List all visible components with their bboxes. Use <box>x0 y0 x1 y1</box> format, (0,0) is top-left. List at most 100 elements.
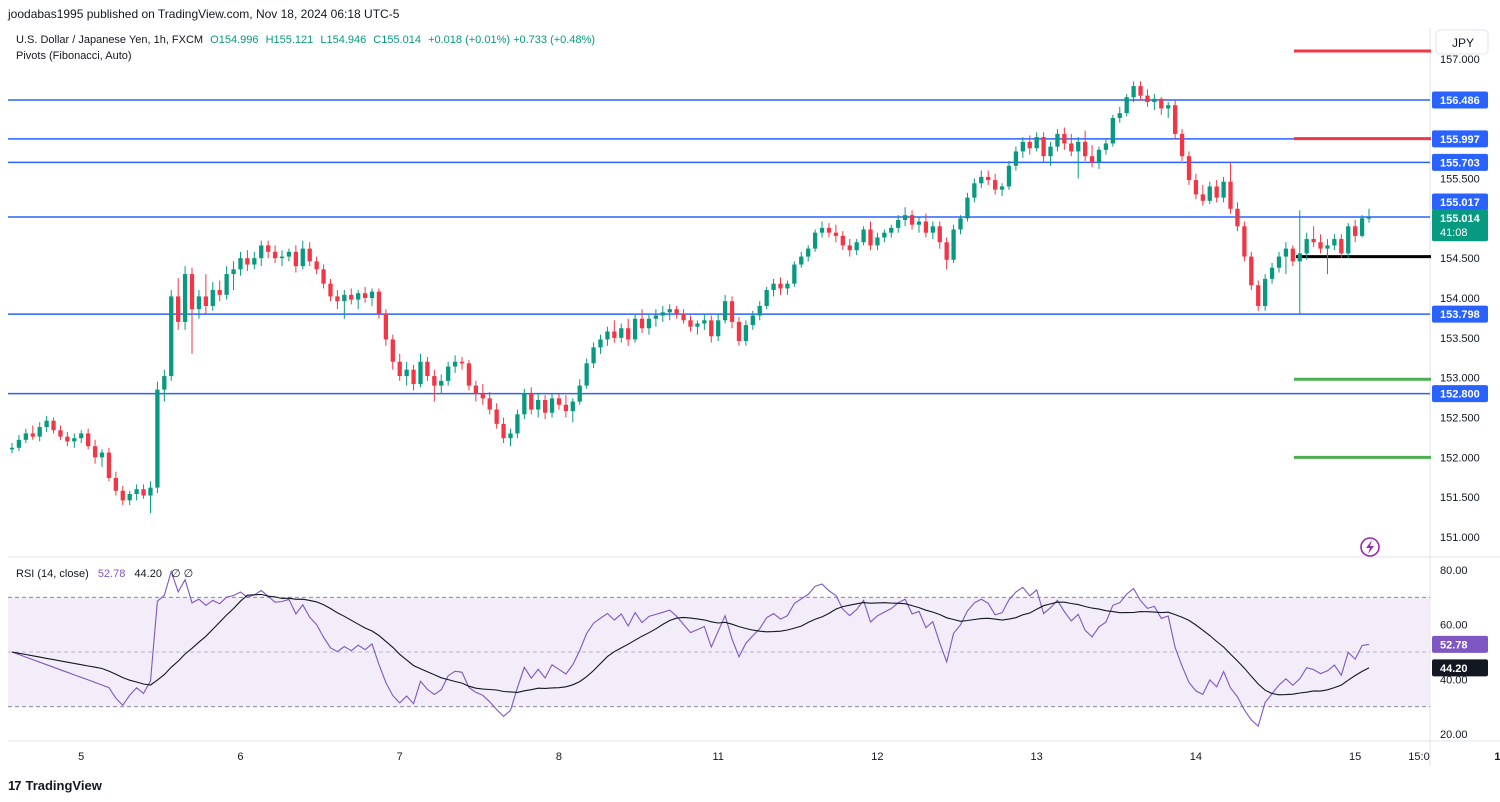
legend-close: C155.014 <box>373 34 421 46</box>
candle-body <box>695 323 700 327</box>
candle-body <box>113 478 118 491</box>
candle-body <box>716 320 721 337</box>
candle-body <box>307 248 312 262</box>
rsi-tick-label: 20.00 <box>1440 729 1468 741</box>
candle-body <box>369 291 375 298</box>
candle-body <box>909 215 915 225</box>
candle-body <box>252 258 257 265</box>
candle-body <box>162 376 167 390</box>
legend-open: O154.996 <box>210 34 258 46</box>
tradingview-logo[interactable]: 17 TradingView <box>8 778 102 793</box>
time-tick-label: 14 <box>1190 751 1202 763</box>
candle-body <box>1117 113 1122 118</box>
candle-body <box>812 232 818 249</box>
candle-body <box>300 248 305 267</box>
candle-body <box>362 293 368 298</box>
candle-body <box>1096 149 1102 163</box>
candle-body <box>986 176 991 181</box>
candle-body <box>1076 141 1081 152</box>
candle-body <box>266 245 271 252</box>
candle-body <box>1311 239 1316 243</box>
candle-body <box>653 315 659 319</box>
candle-body <box>397 361 402 377</box>
level-badge-3: 155.017 <box>1432 193 1488 211</box>
candle-body <box>764 290 769 306</box>
legend-low: L154.946 <box>320 34 366 46</box>
candle-body <box>750 315 755 326</box>
candle-body <box>889 227 894 233</box>
candle-body <box>259 245 264 259</box>
candle-body <box>1332 239 1337 246</box>
candle-body <box>826 227 832 233</box>
level-badge-4: 153.798 <box>1432 305 1488 323</box>
candle-body <box>494 409 499 424</box>
current-price-bg <box>1432 209 1488 242</box>
candle-body <box>1318 242 1323 249</box>
candle-body <box>189 274 195 310</box>
price-tick-label: 151.000 <box>1440 532 1480 544</box>
rsi-tick-label: 60.00 <box>1440 620 1468 632</box>
candle-body <box>1179 133 1185 157</box>
candle-body <box>328 283 333 297</box>
level-badges: 156.486 155.997 155.703 155.017 153.798 152.8… <box>1432 91 1488 677</box>
candle-body <box>314 261 319 270</box>
candle-body <box>854 242 859 251</box>
rsi-value-badge: 52.78 <box>1432 635 1488 653</box>
level-badge-2: 155.703 <box>1432 153 1488 171</box>
candle-body <box>1152 98 1157 103</box>
lightning-icon[interactable] <box>1360 537 1380 557</box>
candle-body <box>473 385 479 394</box>
rsi-legend: RSI (14, close) 52.78 44.20 ∅ ∅ <box>16 568 193 580</box>
price-tick-label: 151.500 <box>1440 492 1480 504</box>
candle-body <box>1172 105 1178 134</box>
candle-body <box>148 487 153 496</box>
candle-body <box>577 385 582 402</box>
level-badge-5-bg <box>1432 385 1488 403</box>
candle-body <box>279 256 285 259</box>
candle-body <box>882 232 887 238</box>
time-tick-label: 7 <box>397 751 403 763</box>
candle-body <box>743 325 749 342</box>
candle-body <box>563 404 569 412</box>
candle-body <box>999 186 1005 190</box>
candle-body <box>896 219 901 228</box>
level-badge-0-text: 156.486 <box>1440 95 1480 107</box>
candle-body <box>1221 181 1226 198</box>
candle-body <box>418 361 423 385</box>
candle-body <box>785 283 790 289</box>
candle-body <box>639 318 645 329</box>
currency-button[interactable]: JPY <box>1435 29 1489 55</box>
candle-body <box>1034 137 1039 149</box>
level-badge-4-text: 153.798 <box>1440 309 1480 321</box>
candle-body <box>1103 143 1109 150</box>
candle-body <box>1069 143 1074 152</box>
candle-body <box>127 493 132 501</box>
level-badge-1-text: 155.997 <box>1440 134 1480 146</box>
level-badge-5: 152.800 <box>1432 385 1488 403</box>
level-badge-2-text: 155.703 <box>1440 157 1480 169</box>
candle-body <box>58 430 63 437</box>
time-tick-label: 11 <box>712 751 723 763</box>
price-tick-label: 155.500 <box>1440 174 1480 186</box>
current-price-badge: 155.014 41:08 <box>1432 209 1488 242</box>
candle-body <box>1235 208 1240 227</box>
candle-body <box>529 393 534 410</box>
candle-body <box>806 248 811 257</box>
candle-body <box>1062 133 1067 144</box>
candle-body <box>819 227 825 233</box>
candle-body <box>542 399 548 413</box>
candle-body <box>1145 95 1150 103</box>
candle-body <box>792 264 797 284</box>
candle-body <box>709 320 714 337</box>
level-badge-2-bg <box>1432 153 1488 171</box>
legend-pivots: Pivots (Fibonacci, Auto) <box>16 50 132 62</box>
level-badge-0: 156.486 <box>1432 91 1488 109</box>
candle-body <box>349 294 354 300</box>
candle-body <box>1124 97 1129 114</box>
candle-body <box>1276 256 1282 268</box>
candle-body <box>1131 86 1136 98</box>
candle-body <box>1297 253 1302 262</box>
candle-body <box>1256 285 1261 306</box>
candle-body <box>1110 117 1115 144</box>
